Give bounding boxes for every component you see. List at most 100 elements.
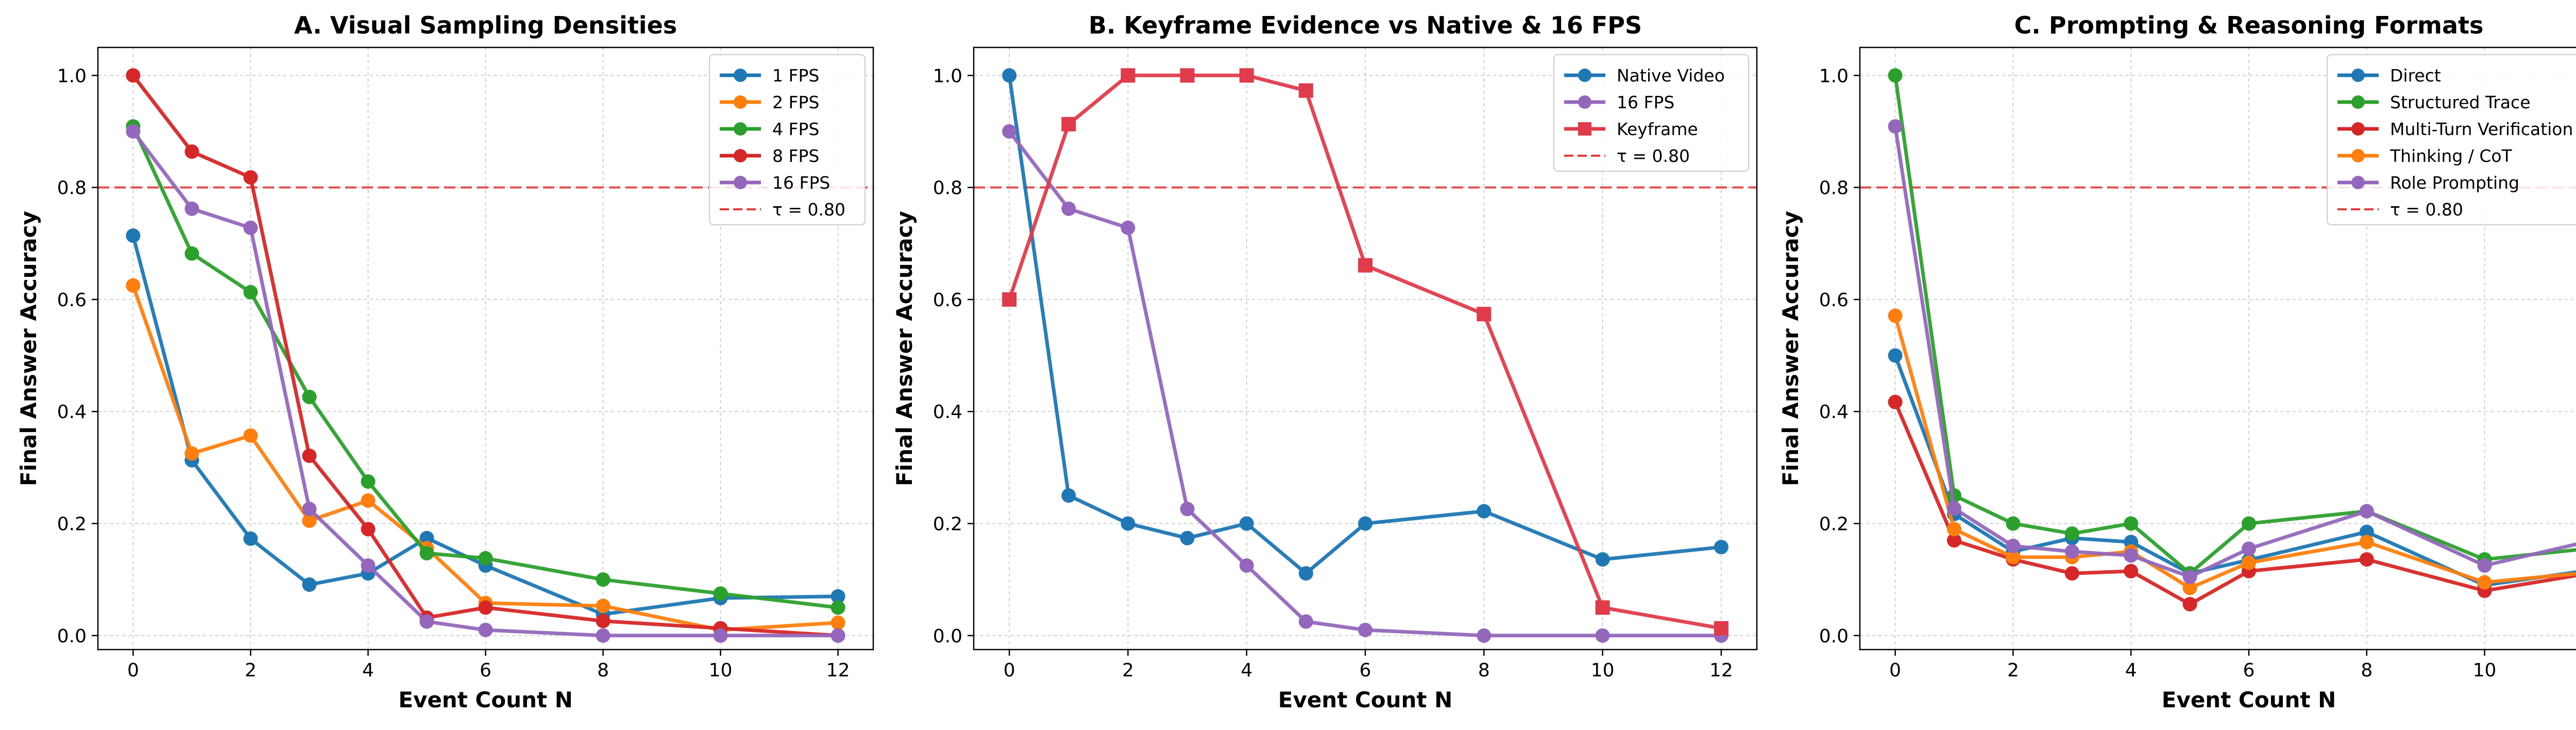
series-line-3 [1893,401,2576,606]
legend: Native Video 16 FPS Keyframe τ = 0.80 [1553,54,1749,172]
legend-box [1553,54,1749,172]
data-point [713,628,728,643]
y-tick-label: 0.0 [1819,626,1849,647]
panel-title: C. Prompting & Reasoning Formats [2014,11,2484,39]
data-point [1061,117,1076,131]
data-point [126,278,141,293]
legend-item: 2 FPS [720,92,819,112]
legend-item: 8 FPS [720,146,819,166]
series-line-2 [1893,75,2576,575]
data-point [2124,516,2139,531]
legend-label: Structured Trace [2390,92,2531,112]
data-point [2182,580,2197,595]
data-point [1121,220,1136,235]
data-point [302,502,317,517]
panel-title: A. Visual Sampling Densities [294,11,677,39]
data-point [361,493,376,508]
data-point [831,589,845,604]
legend-item: Thinking / CoT [2337,146,2513,166]
legend-item: Role Prompting [2337,173,2519,193]
y-tick-label: 0.6 [933,290,962,311]
data-point [1002,124,1017,139]
data-point [243,531,258,546]
data-point [2182,596,2197,611]
data-point [1714,540,1728,555]
data-point [2242,541,2256,556]
data-point [2006,550,2021,565]
series-line-1 [1007,75,1722,575]
legend-item: 16 FPS [720,173,830,193]
data-point [1358,516,1372,531]
legend-marker [734,122,747,136]
data-point [2242,516,2256,531]
legend-marker [2351,69,2365,82]
legend-label: Multi-Turn Verification [2390,119,2573,139]
data-point [1298,566,1313,581]
legend-marker [734,95,747,109]
x-tick-label: 6 [480,660,492,681]
x-tick-label: 0 [1889,660,1901,681]
data-point [1947,501,1962,516]
data-point [1947,522,1962,537]
data-point [1947,533,1962,548]
data-point [1239,558,1254,573]
data-point [1121,516,1136,531]
legend-item: Native Video [1564,65,1725,86]
legend: 1 FPS 2 FPS 4 FPS 8 FPS 16 FPS τ = 0.80 [709,54,866,225]
legend-marker [734,69,747,82]
data-point [1002,292,1017,307]
x-tick-label: 2 [1122,660,1134,681]
data-point [831,600,845,615]
legend: Direct Structured Trace Multi-Turn Verific… [2327,54,2576,225]
data-point [1888,308,1903,323]
legend-item: Keyframe [1564,119,1698,139]
legend-item: 1 FPS [720,65,819,86]
data-point [243,220,258,235]
data-point [2064,526,2079,541]
legend-label: Native Video [1617,65,1725,86]
data-point [1888,68,1903,83]
x-tick-label: 0 [1004,660,1015,681]
data-point [1121,68,1136,83]
data-point [2477,575,2492,590]
data-point [126,68,141,83]
data-point [1477,504,1492,519]
data-point [2359,535,2374,550]
series-line-5 [1893,126,2576,579]
data-point [1239,68,1254,83]
x-tick-label: 8 [2361,660,2372,681]
legend-marker [1578,95,1591,109]
legend-marker [1578,122,1591,136]
legend-item: Direct [2337,65,2441,86]
y-tick-label: 0.2 [933,514,962,535]
y-axis-label: Final Answer Accuracy [892,211,917,486]
data-point [2359,552,2374,567]
x-tick-label: 6 [1360,660,1371,681]
data-point [478,600,493,615]
data-point [1888,119,1903,134]
series-line-1 [131,235,838,616]
data-point [478,622,493,637]
data-point [1061,201,1076,216]
x-axis-label: Event Count N [1278,687,1452,712]
x-tick-label: 4 [362,660,374,681]
legend-label: τ = 0.80 [1617,146,1690,166]
y-tick-label: 0.8 [57,178,87,199]
data-point [243,285,258,300]
x-tick-label: 12 [826,660,850,681]
data-point [2359,524,2374,539]
x-tick-label: 8 [1478,660,1490,681]
series-line-2 [1008,130,1721,638]
legend-item: 4 FPS [720,119,819,139]
data-point [1002,68,1017,83]
x-tick-label: 6 [2243,660,2255,681]
data-point [596,572,611,587]
legend-marker [2351,149,2365,162]
data-point [1595,600,1610,615]
data-point [419,614,434,629]
panel-title: B. Keyframe Evidence vs Native & 16 FPS [1089,11,1642,39]
data-point [1239,516,1254,531]
legend-label: Role Prompting [2390,173,2519,193]
